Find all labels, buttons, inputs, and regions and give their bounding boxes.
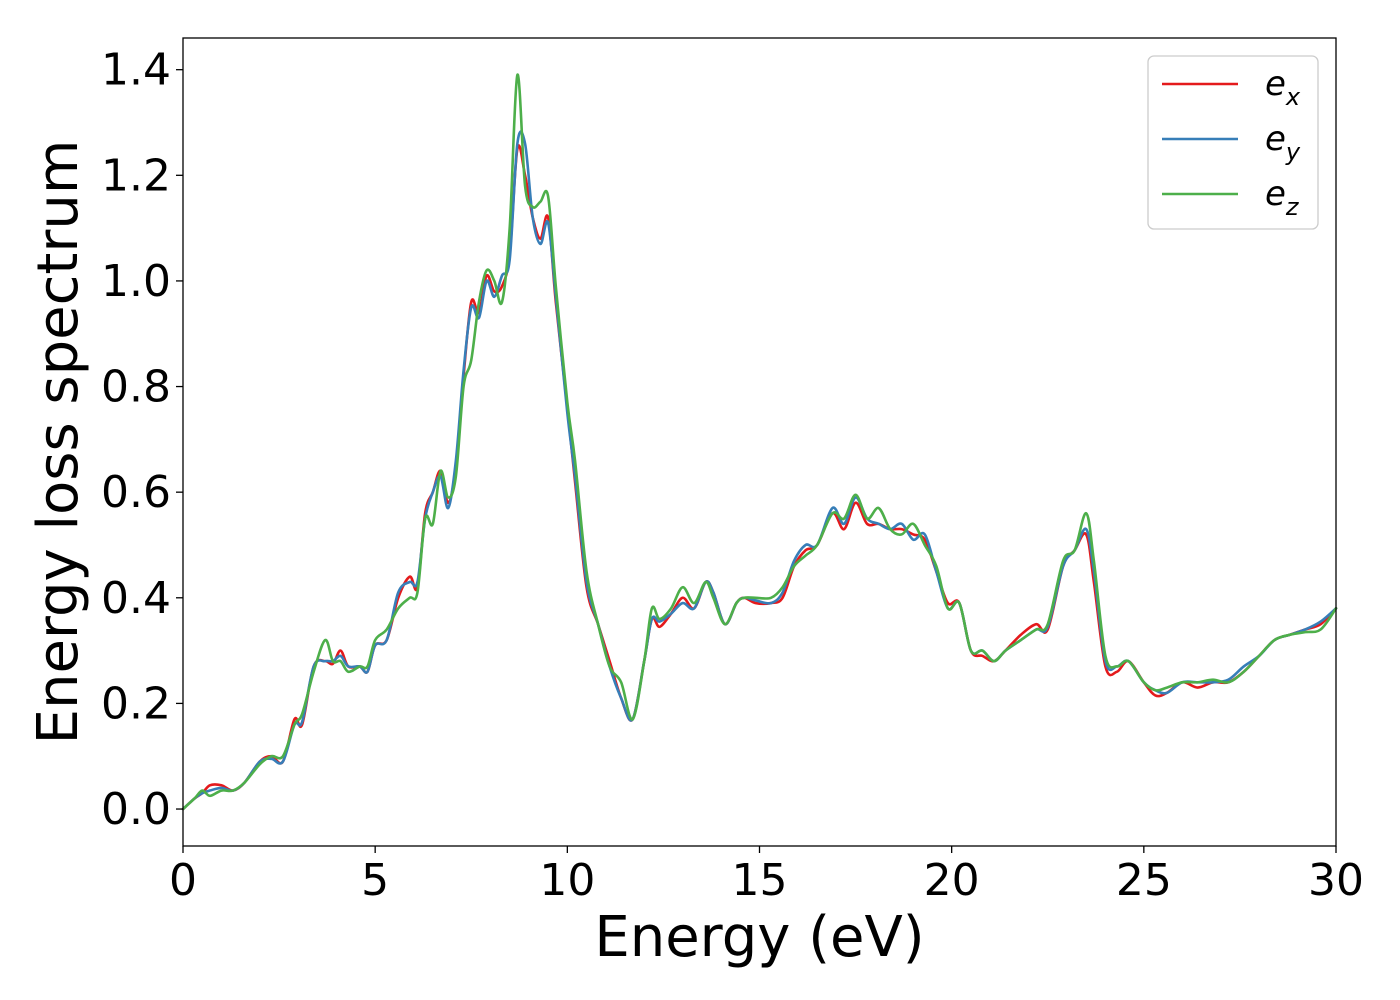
x-tick-label: 20 bbox=[924, 855, 980, 906]
x-axis: 0 5 10 15 20 25 30 bbox=[169, 846, 1364, 906]
y-tick-label: 1.0 bbox=[101, 256, 171, 307]
y-tick-label: 0.4 bbox=[101, 573, 171, 624]
y-tick-label: 0.0 bbox=[101, 784, 171, 835]
series-layer bbox=[181, 73, 1338, 811]
x-tick-label: 5 bbox=[361, 855, 389, 906]
series-line-ex bbox=[181, 144, 1338, 811]
y-tick-label: 0.2 bbox=[101, 678, 171, 729]
y-tick-label: 0.8 bbox=[101, 362, 171, 413]
x-tick-label: 0 bbox=[169, 855, 197, 906]
x-tick-label: 30 bbox=[1308, 855, 1364, 906]
series-line-ez bbox=[181, 73, 1338, 811]
y-tick-label: 0.6 bbox=[101, 467, 171, 518]
x-tick-label: 25 bbox=[1116, 855, 1172, 906]
x-tick-label: 15 bbox=[732, 855, 788, 906]
legend-box bbox=[1147, 55, 1319, 230]
x-tick-label: 10 bbox=[539, 855, 595, 906]
y-axis-title: Energy loss spectrum bbox=[26, 140, 91, 745]
y-tick-label: 1.4 bbox=[101, 45, 171, 96]
y-tick-label: 1.2 bbox=[101, 150, 171, 201]
y-axis: 0.0 0.2 0.4 0.6 0.8 1.0 1.2 1.4 bbox=[101, 45, 183, 835]
series-line-ey bbox=[181, 130, 1338, 811]
x-axis-title: Energy (eV) bbox=[594, 905, 924, 970]
